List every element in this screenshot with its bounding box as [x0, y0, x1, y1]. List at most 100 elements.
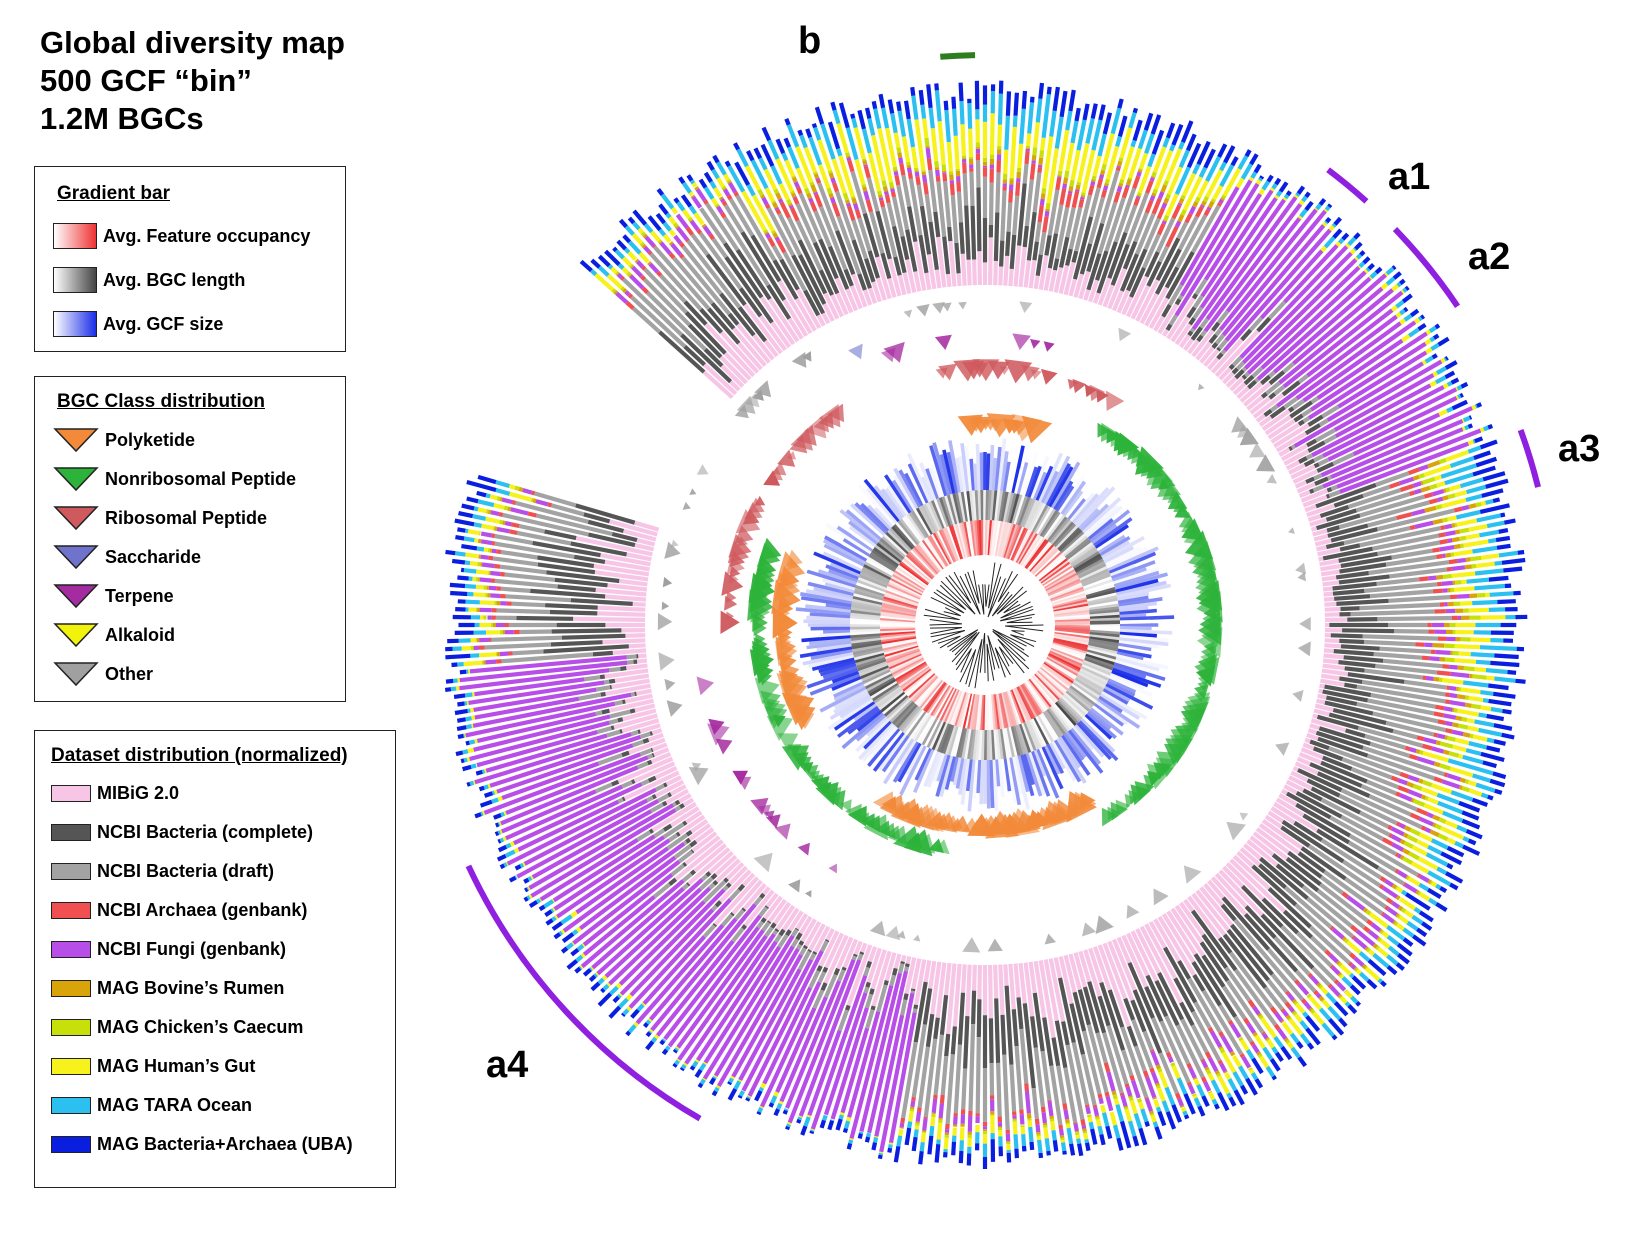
dataset-bar-segment	[1099, 981, 1126, 1051]
dataset-bar-segment	[624, 693, 653, 704]
dataset-bar-segment	[1479, 427, 1485, 433]
dataset-bar-segment	[827, 170, 833, 174]
dataset-bar-segment	[658, 330, 706, 374]
gradient-bar	[1024, 499, 1039, 529]
dataset-bar-segment	[1445, 871, 1464, 884]
gradient-bar	[991, 457, 998, 491]
dataset-bar-segment	[827, 1120, 835, 1131]
dataset-bar-segment	[1187, 330, 1194, 337]
dataset-bar-segment	[1205, 169, 1223, 198]
dataset-bar-segment	[849, 285, 863, 310]
dataset-bar-segment	[597, 753, 623, 766]
dataset-bar-segment	[1384, 272, 1389, 277]
dataset-bar-segment	[1427, 887, 1442, 900]
dataset-bar-segment	[960, 964, 967, 993]
dataset-bar-segment	[1068, 953, 1082, 991]
dataset-bar-segment	[1461, 716, 1468, 722]
dataset-bar-segment	[829, 196, 836, 204]
dataset-bar-segment	[1408, 753, 1418, 761]
dataset-bar-segment	[824, 939, 830, 943]
dataset-bar-segment	[725, 882, 732, 889]
dataset-bar-segment	[1017, 183, 1027, 246]
dataset-bar-segment	[1205, 196, 1298, 321]
dataset-bar-segment	[1295, 969, 1317, 993]
dataset-bar-segment	[1362, 907, 1369, 913]
dataset-bar-segment	[1324, 949, 1332, 957]
dataset-bar-segment	[1416, 735, 1425, 742]
dataset-bar-segment	[1043, 267, 1052, 291]
dataset-bar-segment	[814, 106, 825, 125]
dataset-bar-segment	[1257, 1053, 1263, 1058]
gradient-bar	[964, 445, 973, 491]
dataset-bar-segment	[538, 904, 546, 912]
dataset-bar-segment	[1180, 120, 1194, 143]
dataset-bar-segment	[1048, 958, 1066, 1022]
dataset-bar-segment	[933, 1034, 944, 1096]
gradient-bar	[850, 636, 882, 644]
dataset-bar-segment	[1093, 1106, 1100, 1117]
dendrogram-branch	[996, 586, 1028, 615]
dataset-bar-segment	[1324, 606, 1341, 612]
dataset-bar-segment	[1411, 845, 1428, 857]
dataset-bar-segment	[1380, 980, 1387, 988]
dataset-bar-segment	[1463, 539, 1489, 548]
dataset-bar-segment	[1480, 705, 1492, 712]
gradient-bar	[1096, 522, 1138, 552]
dataset-bar-segment	[614, 270, 619, 276]
dataset-bar-segment	[877, 127, 893, 183]
dataset-bar-segment	[1133, 1112, 1143, 1129]
dataset-bar-segment	[1359, 494, 1425, 518]
class-triangle	[827, 403, 845, 423]
dataset-bar-segment	[822, 1114, 828, 1122]
dataset-bar-segment	[653, 828, 666, 838]
dataset-bar-segment	[1444, 735, 1449, 740]
dataset-bar-segment	[951, 96, 957, 109]
dataset-bar-segment	[499, 564, 547, 575]
dataset-bar-segment	[787, 317, 804, 340]
dataset-bar-segment	[1075, 1134, 1081, 1139]
dataset-bar-segment	[1336, 981, 1347, 992]
dataset-bar-segment	[1309, 762, 1363, 788]
dataset-bar-segment	[1458, 753, 1464, 759]
dataset-bar-segment	[1454, 644, 1481, 650]
dataset-bar-segment	[1365, 909, 1372, 916]
dataset-bar-segment	[1246, 839, 1279, 867]
dataset-bar-segment	[787, 1121, 792, 1126]
gradient-bar	[1050, 704, 1073, 731]
gradient-bar	[946, 494, 959, 525]
dataset-bar-segment	[1251, 1057, 1264, 1075]
gradient-bar	[850, 606, 882, 614]
dataset-bar-segment	[1033, 960, 1047, 1018]
dataset-bar-segment	[1119, 1120, 1132, 1149]
dataset-bar-segment	[946, 963, 957, 1035]
dataset-bar-segment	[1057, 977, 1076, 1044]
dataset-bar-segment	[650, 747, 654, 753]
dataset-bar-segment	[1459, 477, 1484, 489]
dataset-bar-segment	[795, 203, 817, 244]
dataset-bar-segment	[1255, 413, 1266, 423]
dataset-bar-segment	[619, 728, 623, 734]
class-triangle	[1197, 674, 1211, 688]
dataset-bar-segment	[464, 583, 477, 589]
dataset-bar-segment	[1271, 183, 1278, 190]
dataset-bar-segment	[712, 923, 718, 928]
gradient-bar	[960, 758, 970, 805]
dataset-bar-segment	[1404, 882, 1418, 894]
gradient-bar	[887, 529, 912, 553]
title-line-2: 500 GCF “bin”	[40, 63, 252, 98]
gradient-bar	[878, 688, 904, 711]
arc-a3	[1517, 429, 1541, 488]
dataset-bar-segment	[1192, 200, 1199, 208]
dataset-bar-segment	[470, 763, 477, 769]
dataset-bar-segment	[1343, 655, 1384, 663]
gradient-bar	[1033, 471, 1048, 501]
dataset-bar-segment	[469, 780, 475, 786]
gradient-bar	[1087, 518, 1114, 541]
gradient-bar	[1111, 567, 1147, 583]
dataset-bar-segment	[799, 134, 808, 149]
dataset-bar-segment	[798, 254, 827, 305]
dataset-bar-segment	[806, 1114, 812, 1118]
dataset-bar-segment	[1334, 383, 1432, 439]
gradient-bar	[971, 490, 978, 521]
